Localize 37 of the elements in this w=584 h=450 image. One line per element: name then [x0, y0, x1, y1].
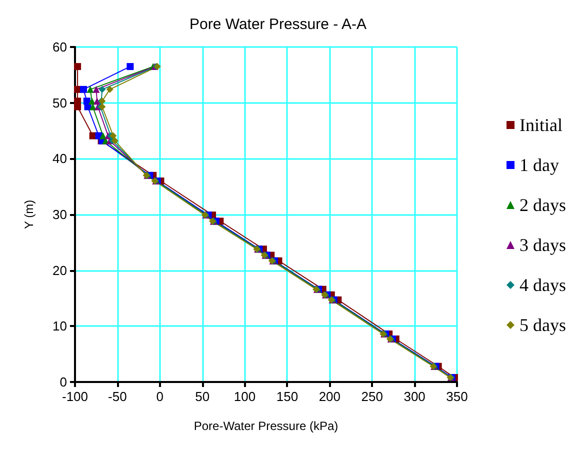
x-tick-label: -100	[62, 389, 88, 404]
point	[74, 63, 82, 70]
point	[80, 86, 87, 93]
legend-label: Initial	[520, 115, 563, 135]
point	[126, 63, 134, 70]
x-tick-label: 300	[404, 389, 426, 404]
point	[110, 132, 117, 140]
x-tick-label: 200	[318, 389, 341, 404]
y-axis-title: Y (m)	[22, 200, 36, 230]
x-tick-label: 350	[446, 389, 468, 404]
y-tick-label: 10	[52, 318, 67, 334]
y-tick-label: 0	[60, 374, 67, 390]
point	[106, 86, 114, 93]
point	[74, 103, 82, 110]
chart-title: Pore Water Pressure - A-A	[190, 16, 366, 33]
y-tick-label: 40	[52, 151, 67, 166]
x-tick-label: -50	[108, 389, 127, 404]
legend-label: 2 days	[520, 195, 566, 215]
point	[111, 137, 118, 144]
y-tick-label: 60	[52, 40, 67, 54]
y-tick-label: 20	[52, 262, 67, 278]
point	[92, 86, 100, 93]
legend-label: 4 days	[520, 275, 566, 295]
x-tick-label: 250	[361, 389, 383, 404]
legend-label: 5 days	[520, 315, 566, 335]
point	[88, 98, 96, 105]
x-tick-label: 100	[234, 389, 256, 404]
point	[86, 86, 94, 93]
x-axis-title: Pore-Water Pressure (kPa)	[194, 419, 338, 433]
y-tick-label: 30	[52, 207, 67, 222]
x-tick-label: 50	[195, 389, 210, 404]
legend-label: 3 days	[520, 235, 566, 255]
legend-label: 1 day	[520, 155, 560, 175]
x-tick-label: 150	[276, 389, 298, 404]
x-tick-label: 0	[156, 389, 164, 404]
point	[98, 86, 106, 93]
y-tick-label: 50	[52, 95, 67, 110]
